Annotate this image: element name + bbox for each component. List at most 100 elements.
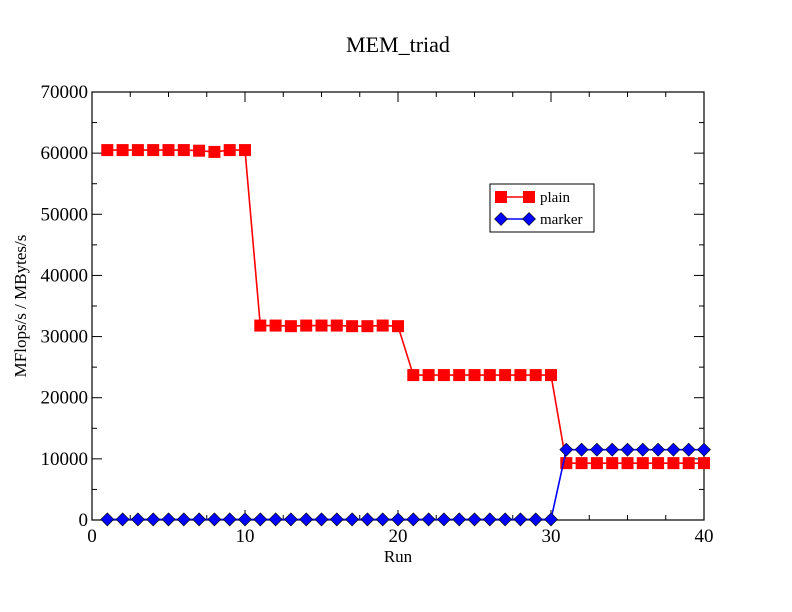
data-point-marker [360, 512, 375, 527]
data-point-plain [560, 457, 573, 470]
data-point-marker [482, 512, 497, 527]
data-point-marker [651, 442, 666, 457]
data-point-marker [176, 512, 191, 527]
data-point-plain [346, 320, 359, 333]
data-point-plain [468, 369, 481, 382]
data-point-marker [329, 512, 344, 527]
data-point-marker [130, 512, 145, 527]
data-point-plain [422, 369, 435, 382]
data-point-plain [208, 145, 221, 158]
legend-label-marker: marker [540, 212, 582, 228]
data-point-marker [207, 512, 222, 527]
data-point-marker [697, 442, 711, 457]
y-tick-label: 70000 [41, 82, 89, 103]
data-point-marker [666, 442, 681, 457]
legend: plain marker [489, 183, 595, 233]
data-point-marker [681, 442, 696, 457]
data-point-marker [253, 512, 268, 527]
legend-marker-marker [494, 212, 508, 226]
x-tick-label: 30 [542, 526, 561, 547]
data-point-plain [315, 319, 328, 332]
data-point-marker [544, 512, 558, 527]
data-point-plain [590, 457, 603, 470]
data-point-plain [682, 457, 695, 470]
data-point-marker [314, 512, 329, 527]
x-tick-label: 20 [389, 526, 408, 547]
data-point-plain [101, 144, 114, 157]
data-point-plain [284, 320, 297, 333]
data-point-plain [483, 369, 496, 382]
data-point-plain [667, 457, 680, 470]
data-point-plain [193, 144, 206, 157]
y-tick-label: 60000 [41, 143, 89, 164]
data-point-marker [574, 442, 589, 457]
data-point-marker [498, 512, 513, 527]
data-point-plain [453, 369, 466, 382]
data-point-plain [545, 369, 557, 382]
series-line-plain [107, 149, 704, 464]
data-point-marker [589, 442, 604, 457]
data-point-marker [100, 512, 115, 527]
series-line-marker [107, 448, 704, 521]
data-point-marker [635, 442, 650, 457]
data-point-plain [529, 369, 542, 382]
data-point-marker [513, 512, 528, 527]
data-point-marker [620, 442, 635, 457]
data-point-plain [147, 144, 160, 157]
data-point-plain [407, 369, 420, 382]
data-point-plain [361, 320, 374, 333]
data-point-plain [499, 369, 512, 382]
data-point-plain [652, 457, 665, 470]
legend-marker-marker [522, 212, 536, 226]
data-point-marker [375, 512, 390, 527]
y-axis-label: MFlops/s / MBytes/s [11, 235, 30, 378]
plot-area: 0 10 20 30 40 0 10000 20000 30000 40000 50000 60000… [41, 82, 714, 547]
data-point-marker [605, 442, 620, 457]
data-point-marker [299, 512, 314, 527]
x-axis-label: Run [384, 547, 413, 566]
data-point-marker [283, 512, 298, 527]
y-tick-label: 30000 [41, 327, 89, 348]
data-point-plain [223, 144, 236, 157]
data-point-marker [436, 512, 451, 527]
data-point-plain [437, 369, 450, 382]
data-point-plain [177, 144, 190, 157]
data-point-marker [238, 512, 252, 527]
data-point-marker [406, 512, 421, 527]
x-tick-label: 0 [87, 526, 97, 547]
data-point-marker [222, 512, 237, 527]
data-point-marker [467, 512, 482, 527]
y-tick-label: 20000 [41, 388, 89, 409]
data-point-plain [575, 457, 588, 470]
legend-label-plain: plain [540, 190, 570, 206]
data-point-marker [115, 512, 130, 527]
data-point-plain [254, 319, 267, 332]
legend-box [489, 183, 595, 233]
data-point-marker [146, 512, 161, 527]
data-point-plain [269, 319, 282, 332]
legend-marker-plain [523, 191, 535, 203]
data-point-plain [116, 144, 129, 157]
data-point-plain [698, 457, 710, 470]
data-point-marker [391, 512, 405, 527]
x-tick-label: 40 [695, 526, 714, 547]
data-point-plain [131, 144, 144, 157]
data-point-marker [161, 512, 176, 527]
data-point-marker [559, 442, 574, 457]
y-tick-label: 40000 [41, 265, 89, 286]
data-point-plain [636, 457, 649, 470]
data-point-plain [621, 457, 634, 470]
x-tick-label: 10 [236, 526, 255, 547]
data-point-plain [392, 320, 404, 333]
data-point-marker [452, 512, 467, 527]
data-point-marker [421, 512, 436, 527]
data-point-plain [606, 457, 619, 470]
data-point-plain [514, 369, 527, 382]
y-tick-label: 10000 [41, 449, 89, 470]
legend-marker-plain [495, 191, 507, 203]
data-point-plain [239, 144, 251, 157]
data-point-plain [300, 319, 313, 332]
data-point-marker [268, 512, 283, 527]
